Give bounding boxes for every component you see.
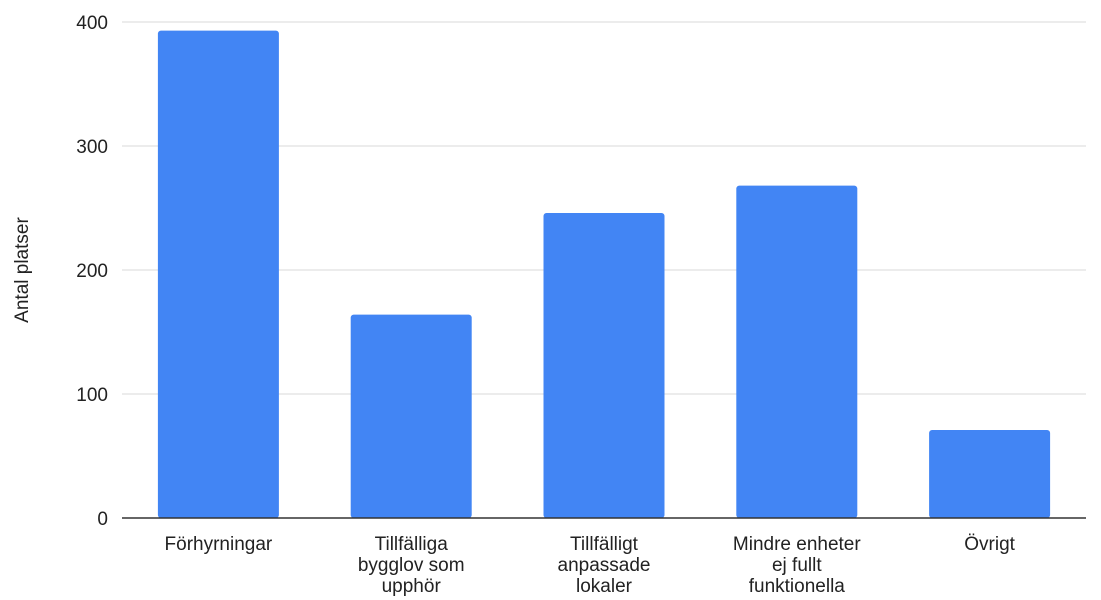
x-tick-label: Tillfälliga bygglov som upphör <box>358 534 465 597</box>
x-tick-label: Övrigt <box>964 534 1015 555</box>
x-axis-labels: Förhyrningar Tillfälliga bygglov som upphör… <box>165 534 1016 597</box>
bars <box>157 30 1051 519</box>
y-tick-label: 100 <box>76 385 108 406</box>
bar <box>543 212 665 518</box>
y-tick-label: 400 <box>76 13 108 34</box>
x-tick-label: Tillfälligt anpassade lokaler <box>558 534 651 597</box>
y-tick-label: 300 <box>76 137 108 158</box>
y-tick-label: 200 <box>76 261 108 282</box>
y-axis-title: Antal platser <box>12 217 33 323</box>
bar <box>350 314 472 518</box>
x-tick-label: Förhyrningar <box>165 534 273 555</box>
y-tick-label: 0 <box>97 509 108 530</box>
bar <box>929 429 1051 518</box>
bar <box>157 30 279 519</box>
bar <box>736 185 858 518</box>
y-axis-ticks: 0 100 200 300 400 <box>76 13 108 530</box>
x-tick-label: Mindre enheter ej fullt funktionella <box>733 534 861 597</box>
